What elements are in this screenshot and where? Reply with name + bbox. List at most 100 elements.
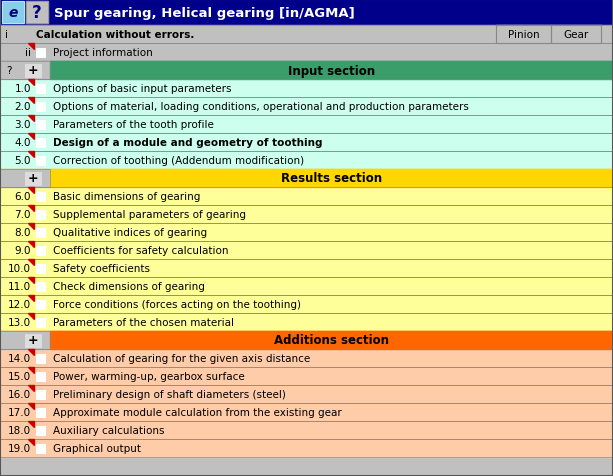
Bar [0,26,613,44]
Bar [36,228,45,237]
Bar [50,62,613,80]
Bar [0,367,613,385]
Bar [496,26,551,44]
Bar [0,403,613,421]
Bar [0,278,613,296]
Bar [0,313,613,331]
Bar [0,169,50,188]
Bar [0,224,613,241]
Bar [0,331,50,349]
Bar [0,439,613,457]
Bar [0,169,613,188]
Bar [0,98,613,116]
Bar [0,278,613,296]
Bar [0,80,613,98]
Bar [0,26,613,44]
Polygon shape [28,349,34,355]
Polygon shape [28,98,34,104]
Text: Parameters of the tooth profile: Parameters of the tooth profile [53,120,214,130]
Bar [26,2,48,24]
Text: +: + [28,172,38,185]
Bar [36,246,45,255]
Text: 1.0: 1.0 [15,84,31,94]
Bar [0,367,613,385]
Text: 14.0: 14.0 [8,353,31,363]
Text: 5.0: 5.0 [15,156,31,166]
Bar [496,26,551,44]
Text: Check dimensions of gearing: Check dimensions of gearing [53,281,205,291]
Text: 8.0: 8.0 [15,228,31,238]
Text: 13.0: 13.0 [8,317,31,327]
Bar [0,206,613,224]
Text: 12.0: 12.0 [8,299,31,309]
Polygon shape [28,259,34,266]
Polygon shape [28,224,34,229]
Text: Auxiliary calculations: Auxiliary calculations [53,425,164,435]
Bar [0,421,613,439]
Bar [36,102,45,111]
Bar [36,390,45,399]
Bar [0,44,613,62]
Bar [0,403,613,421]
Bar [0,331,613,349]
Bar [36,264,45,273]
Text: Graphical output: Graphical output [53,443,141,453]
Text: 4.0: 4.0 [15,138,31,148]
Text: +: + [28,334,38,347]
Text: ?: ? [6,66,12,76]
Bar [0,206,613,224]
Bar [0,116,613,134]
Text: i: i [5,30,8,40]
Bar [0,152,613,169]
Bar [25,64,41,77]
Bar [25,172,41,185]
Text: 19.0: 19.0 [8,443,31,453]
Bar [36,354,45,363]
Bar [0,296,613,313]
Bar [36,84,45,93]
Polygon shape [28,241,34,248]
Bar [551,26,601,44]
Bar [3,3,23,23]
Text: Basic dimensions of gearing: Basic dimensions of gearing [53,192,200,201]
Bar [0,224,613,241]
Bar [0,349,613,367]
Polygon shape [28,134,34,140]
Bar [0,259,613,278]
Bar [0,0,613,26]
Bar [0,188,613,206]
Bar [0,241,613,259]
Bar [36,192,45,201]
Bar [0,62,613,80]
Text: 9.0: 9.0 [15,246,31,256]
Text: Supplemental parameters of gearing: Supplemental parameters of gearing [53,209,246,219]
Text: Coefficients for safety calculation: Coefficients for safety calculation [53,246,229,256]
Bar [0,259,613,278]
Text: 6.0: 6.0 [15,192,31,201]
Polygon shape [28,313,34,319]
Text: Qualitative indices of gearing: Qualitative indices of gearing [53,228,207,238]
Bar [26,2,48,24]
Bar [36,138,45,147]
Text: Parameters of the chosen material: Parameters of the chosen material [53,317,234,327]
Bar [0,313,613,331]
Bar [0,134,613,152]
Bar [36,210,45,219]
Text: e: e [9,6,18,20]
Text: Pinion: Pinion [508,30,539,40]
Bar [0,169,613,188]
Text: Approximate module calculation from the existing gear: Approximate module calculation from the … [53,407,342,417]
Polygon shape [28,80,34,86]
Text: Results section: Results section [281,172,382,185]
Text: Correction of toothing (Addendum modification): Correction of toothing (Addendum modific… [53,156,304,166]
Text: 2.0: 2.0 [15,102,31,112]
Bar [0,169,50,188]
Bar [0,331,50,349]
Bar [0,241,613,259]
Bar [0,62,613,80]
Bar [0,116,613,134]
Text: Calculation without errors.: Calculation without errors. [36,30,194,40]
Bar [36,318,45,327]
Text: Input section: Input section [288,64,375,77]
Text: ii: ii [25,48,31,58]
